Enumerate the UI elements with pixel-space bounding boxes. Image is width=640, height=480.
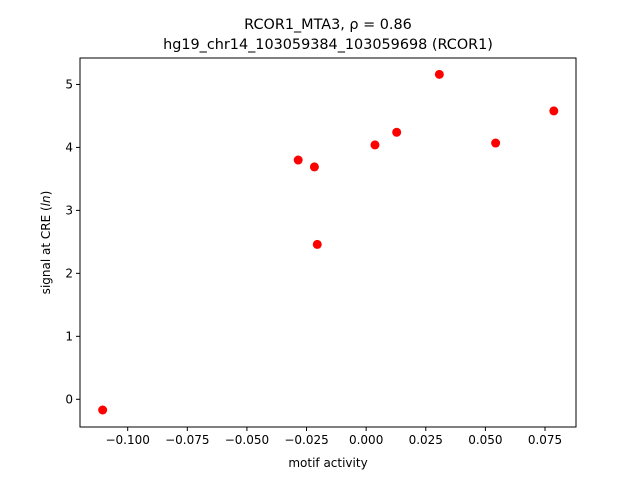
y-axis-label-post: ) bbox=[39, 191, 53, 196]
y-tick-label: 1 bbox=[65, 329, 73, 343]
x-tick-label: −0.100 bbox=[105, 433, 149, 447]
data-point bbox=[370, 140, 380, 150]
x-tick-label: −0.025 bbox=[284, 433, 328, 447]
y-tick-label: 5 bbox=[65, 77, 73, 91]
y-axis-ticks: 0 1 2 3 4 5 bbox=[65, 77, 80, 406]
x-tick-label: −0.075 bbox=[165, 433, 209, 447]
y-axis-label: signal at CRE (ln) bbox=[39, 191, 53, 295]
data-points bbox=[98, 69, 559, 415]
y-tick-label: 0 bbox=[65, 392, 73, 406]
x-tick-label: 0.075 bbox=[528, 433, 562, 447]
data-point bbox=[392, 127, 402, 137]
chart-title-line2: hg19_chr14_103059384_103059698 (RCOR1) bbox=[163, 37, 493, 53]
y-axis-label-pre: signal at CRE ( bbox=[39, 206, 53, 294]
data-point bbox=[98, 405, 108, 415]
data-point bbox=[491, 138, 501, 148]
data-point bbox=[293, 155, 303, 165]
data-point bbox=[312, 239, 322, 249]
x-tick-label: −0.050 bbox=[225, 433, 269, 447]
data-point bbox=[309, 162, 319, 172]
y-tick-label: 2 bbox=[65, 266, 73, 280]
x-axis-ticks: −0.100 −0.075 −0.050 −0.025 0.000 0.025 0.050 0… bbox=[105, 427, 562, 447]
x-tick-label: 0.025 bbox=[409, 433, 443, 447]
x-axis-label: motif activity bbox=[288, 456, 367, 470]
y-axis-label-italic: ln bbox=[39, 195, 53, 206]
data-point bbox=[434, 69, 444, 79]
x-tick-label: 0.000 bbox=[349, 433, 383, 447]
data-point bbox=[549, 106, 559, 116]
plot-area-frame bbox=[79, 57, 577, 428]
y-tick-label: 4 bbox=[65, 140, 73, 154]
y-tick-label: 3 bbox=[65, 203, 73, 217]
chart-title-line1: RCOR1_MTA3, ρ = 0.86 bbox=[244, 17, 412, 33]
x-tick-label: 0.050 bbox=[468, 433, 502, 447]
